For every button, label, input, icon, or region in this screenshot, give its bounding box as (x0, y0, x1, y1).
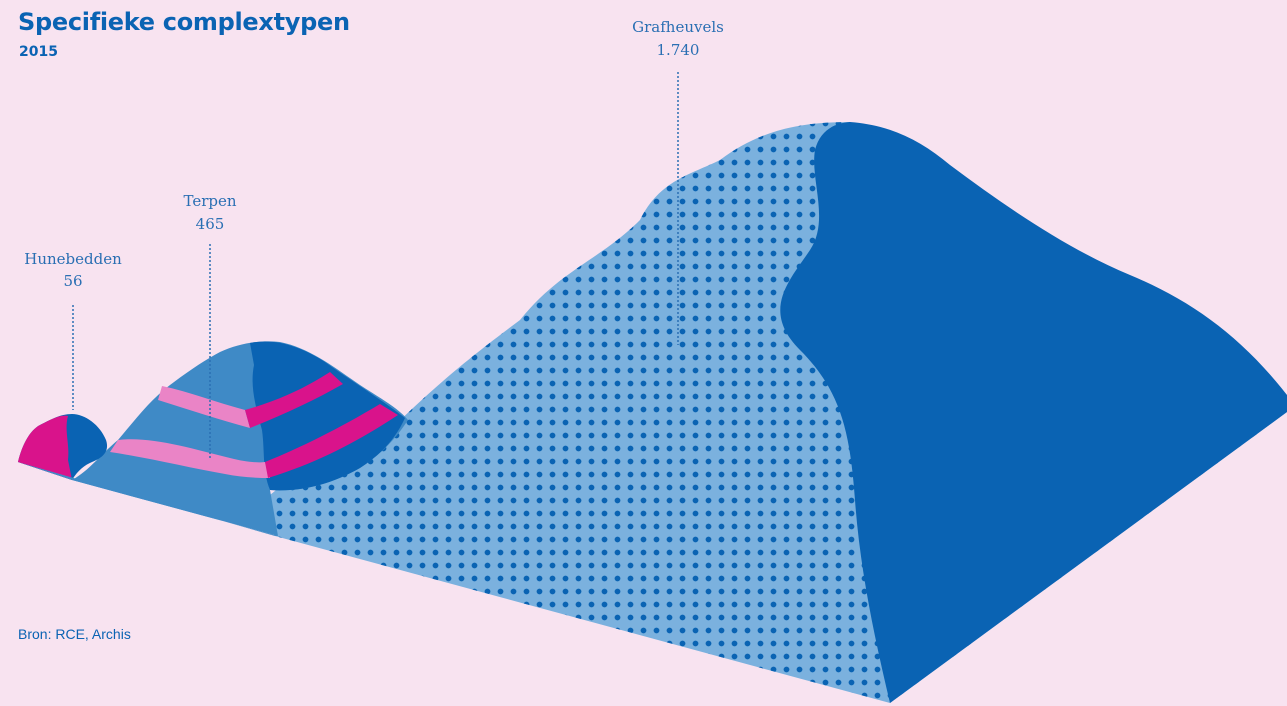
source-note: Bron: RCE, Archis (18, 626, 131, 642)
value-label-terpen: 465 (196, 215, 225, 233)
chart-subtitle: 2015 (19, 44, 58, 60)
grafheuvels-mountain (270, 122, 1287, 703)
terpen-mountain (72, 341, 408, 536)
category-label-terpen: Terpen (183, 192, 236, 210)
chart-title: Specifieke complextypen (18, 8, 350, 36)
value-label-grafheuvels: 1.740 (657, 41, 700, 59)
value-label-hunebedden: 56 (63, 272, 82, 290)
hunebedden-mountain (18, 414, 108, 480)
category-label-grafheuvels: Grafheuvels (632, 18, 724, 36)
category-label-hunebedden: Hunebedden (24, 250, 122, 268)
